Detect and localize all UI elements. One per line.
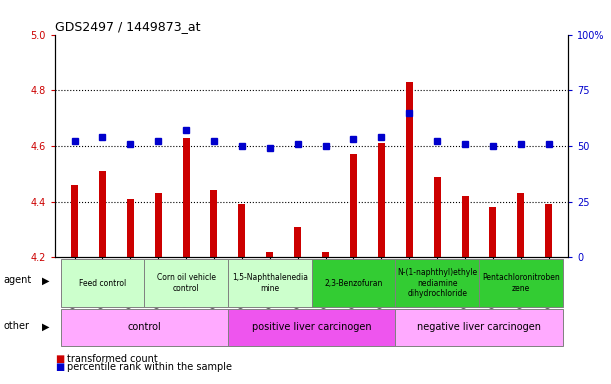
Bar bbox=[60, 309, 228, 346]
Bar bbox=[127, 199, 134, 257]
Bar bbox=[489, 207, 496, 257]
Bar bbox=[312, 259, 395, 307]
Text: control: control bbox=[127, 322, 161, 333]
Bar bbox=[434, 177, 441, 257]
Text: ▶: ▶ bbox=[42, 321, 49, 331]
Bar bbox=[155, 193, 162, 257]
Bar bbox=[228, 259, 312, 307]
Bar bbox=[378, 143, 385, 257]
Bar bbox=[71, 185, 78, 257]
Text: Pentachloronitroben
zene: Pentachloronitroben zene bbox=[482, 273, 560, 293]
Bar bbox=[395, 259, 479, 307]
Text: transformed count: transformed count bbox=[67, 354, 158, 364]
Text: GDS2497 / 1449873_at: GDS2497 / 1449873_at bbox=[55, 20, 200, 33]
Bar bbox=[461, 196, 469, 257]
Bar bbox=[238, 204, 246, 257]
Bar bbox=[211, 190, 218, 257]
Text: ■: ■ bbox=[55, 354, 64, 364]
Text: negative liver carcinogen: negative liver carcinogen bbox=[417, 322, 541, 333]
Text: other: other bbox=[3, 321, 29, 331]
Text: ▶: ▶ bbox=[42, 275, 49, 285]
Bar bbox=[266, 252, 273, 257]
Bar bbox=[479, 259, 563, 307]
Bar bbox=[144, 259, 228, 307]
Bar bbox=[545, 204, 552, 257]
Bar bbox=[228, 309, 395, 346]
Text: positive liver carcinogen: positive liver carcinogen bbox=[252, 322, 371, 333]
Bar bbox=[322, 252, 329, 257]
Bar bbox=[350, 154, 357, 257]
Text: 2,3-Benzofuran: 2,3-Benzofuran bbox=[324, 279, 382, 288]
Bar bbox=[183, 137, 189, 257]
Text: percentile rank within the sample: percentile rank within the sample bbox=[67, 362, 232, 372]
Text: Feed control: Feed control bbox=[79, 279, 126, 288]
Text: 1,5-Naphthalenedia
mine: 1,5-Naphthalenedia mine bbox=[232, 273, 308, 293]
Text: ■: ■ bbox=[55, 362, 64, 372]
Text: Corn oil vehicle
control: Corn oil vehicle control bbox=[156, 273, 216, 293]
Bar bbox=[60, 259, 144, 307]
Bar bbox=[406, 82, 412, 257]
Bar bbox=[99, 171, 106, 257]
Bar bbox=[294, 227, 301, 257]
Text: N-(1-naphthyl)ethyle
nediamine
dihydrochloride: N-(1-naphthyl)ethyle nediamine dihydroch… bbox=[397, 268, 477, 298]
Bar bbox=[395, 309, 563, 346]
Bar bbox=[518, 193, 524, 257]
Text: agent: agent bbox=[3, 275, 31, 285]
